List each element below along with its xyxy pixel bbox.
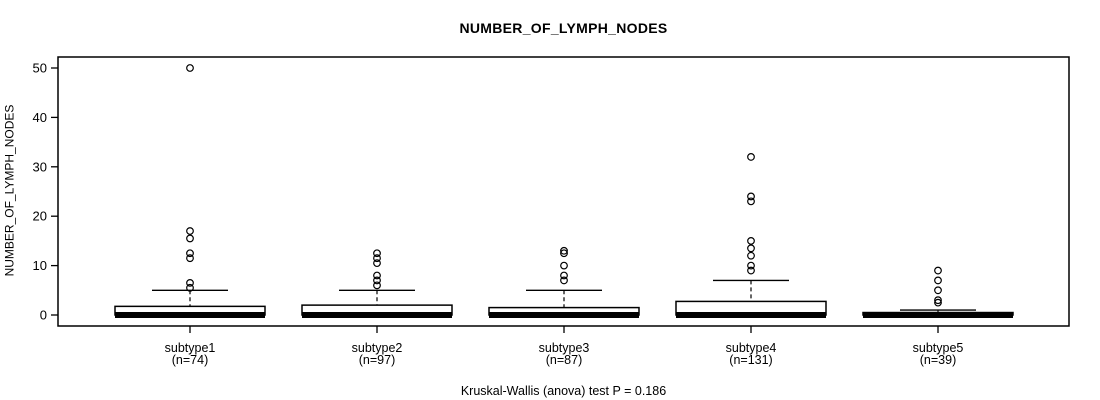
outlier-point (373, 249, 381, 258)
outlier-point (186, 64, 194, 72)
outlier-point (373, 281, 381, 290)
x-group-label: subtype5 (913, 341, 964, 355)
outlier-point (747, 244, 755, 253)
outlier-point (747, 197, 755, 206)
x-group-label: subtype1 (165, 341, 216, 355)
y-axis-tick-label: 20 (33, 209, 47, 224)
plot-border (57, 56, 1070, 327)
outlier-point (373, 254, 381, 263)
outlier-point (186, 227, 194, 235)
outlier-point (747, 153, 755, 161)
x-group-n-label: (n=39) (920, 353, 956, 367)
x-group-label: subtype4 (726, 341, 777, 355)
plot-root: 0 10 20 30 40 50 subtype1(n=74) subtype2(n=97) s… (33, 56, 1070, 367)
stat-test-caption: Kruskal-Wallis (anova) test P = 0.186 (460, 384, 667, 398)
y-axis-tick-label: 0 (40, 308, 47, 323)
outlier-point (747, 266, 755, 275)
x-group-label: subtype2 (352, 341, 403, 355)
outlier-point (373, 276, 381, 285)
outlier-point (186, 283, 194, 292)
outlier-point (747, 236, 755, 245)
y-axis-tick-label: 40 (33, 110, 47, 125)
outlier-point (186, 254, 194, 263)
outlier-point (560, 261, 568, 270)
outlier-point (560, 276, 568, 285)
outlier-point (560, 271, 568, 280)
outlier-point (747, 251, 755, 260)
outlier-point (373, 259, 381, 268)
x-group-n-label: (n=87) (546, 353, 582, 367)
outlier-point (186, 278, 194, 287)
outlier-point (934, 296, 942, 305)
y-axis-tick-label: 30 (33, 159, 47, 174)
outlier-point (373, 271, 381, 280)
outlier-point (934, 276, 942, 285)
x-group-label: subtype3 (539, 341, 590, 355)
outlier-point (560, 246, 568, 255)
outlier-point (186, 234, 194, 243)
x-group-n-label: (n=74) (172, 353, 208, 367)
x-group-n-label: (n=131) (729, 353, 772, 367)
outlier-point (747, 192, 755, 201)
chart-title: NUMBER_OF_LYMPH_NODES (459, 20, 668, 36)
outlier-point (934, 266, 942, 275)
outlier-point (747, 261, 755, 270)
outlier-point (934, 286, 942, 295)
y-axis-tick-label: 50 (33, 61, 47, 76)
outlier-point (560, 249, 568, 258)
outlier-point (934, 298, 942, 307)
x-group-n-label: (n=97) (359, 353, 395, 367)
outlier-point (186, 249, 194, 258)
y-axis-tick-label: 10 (33, 258, 47, 273)
